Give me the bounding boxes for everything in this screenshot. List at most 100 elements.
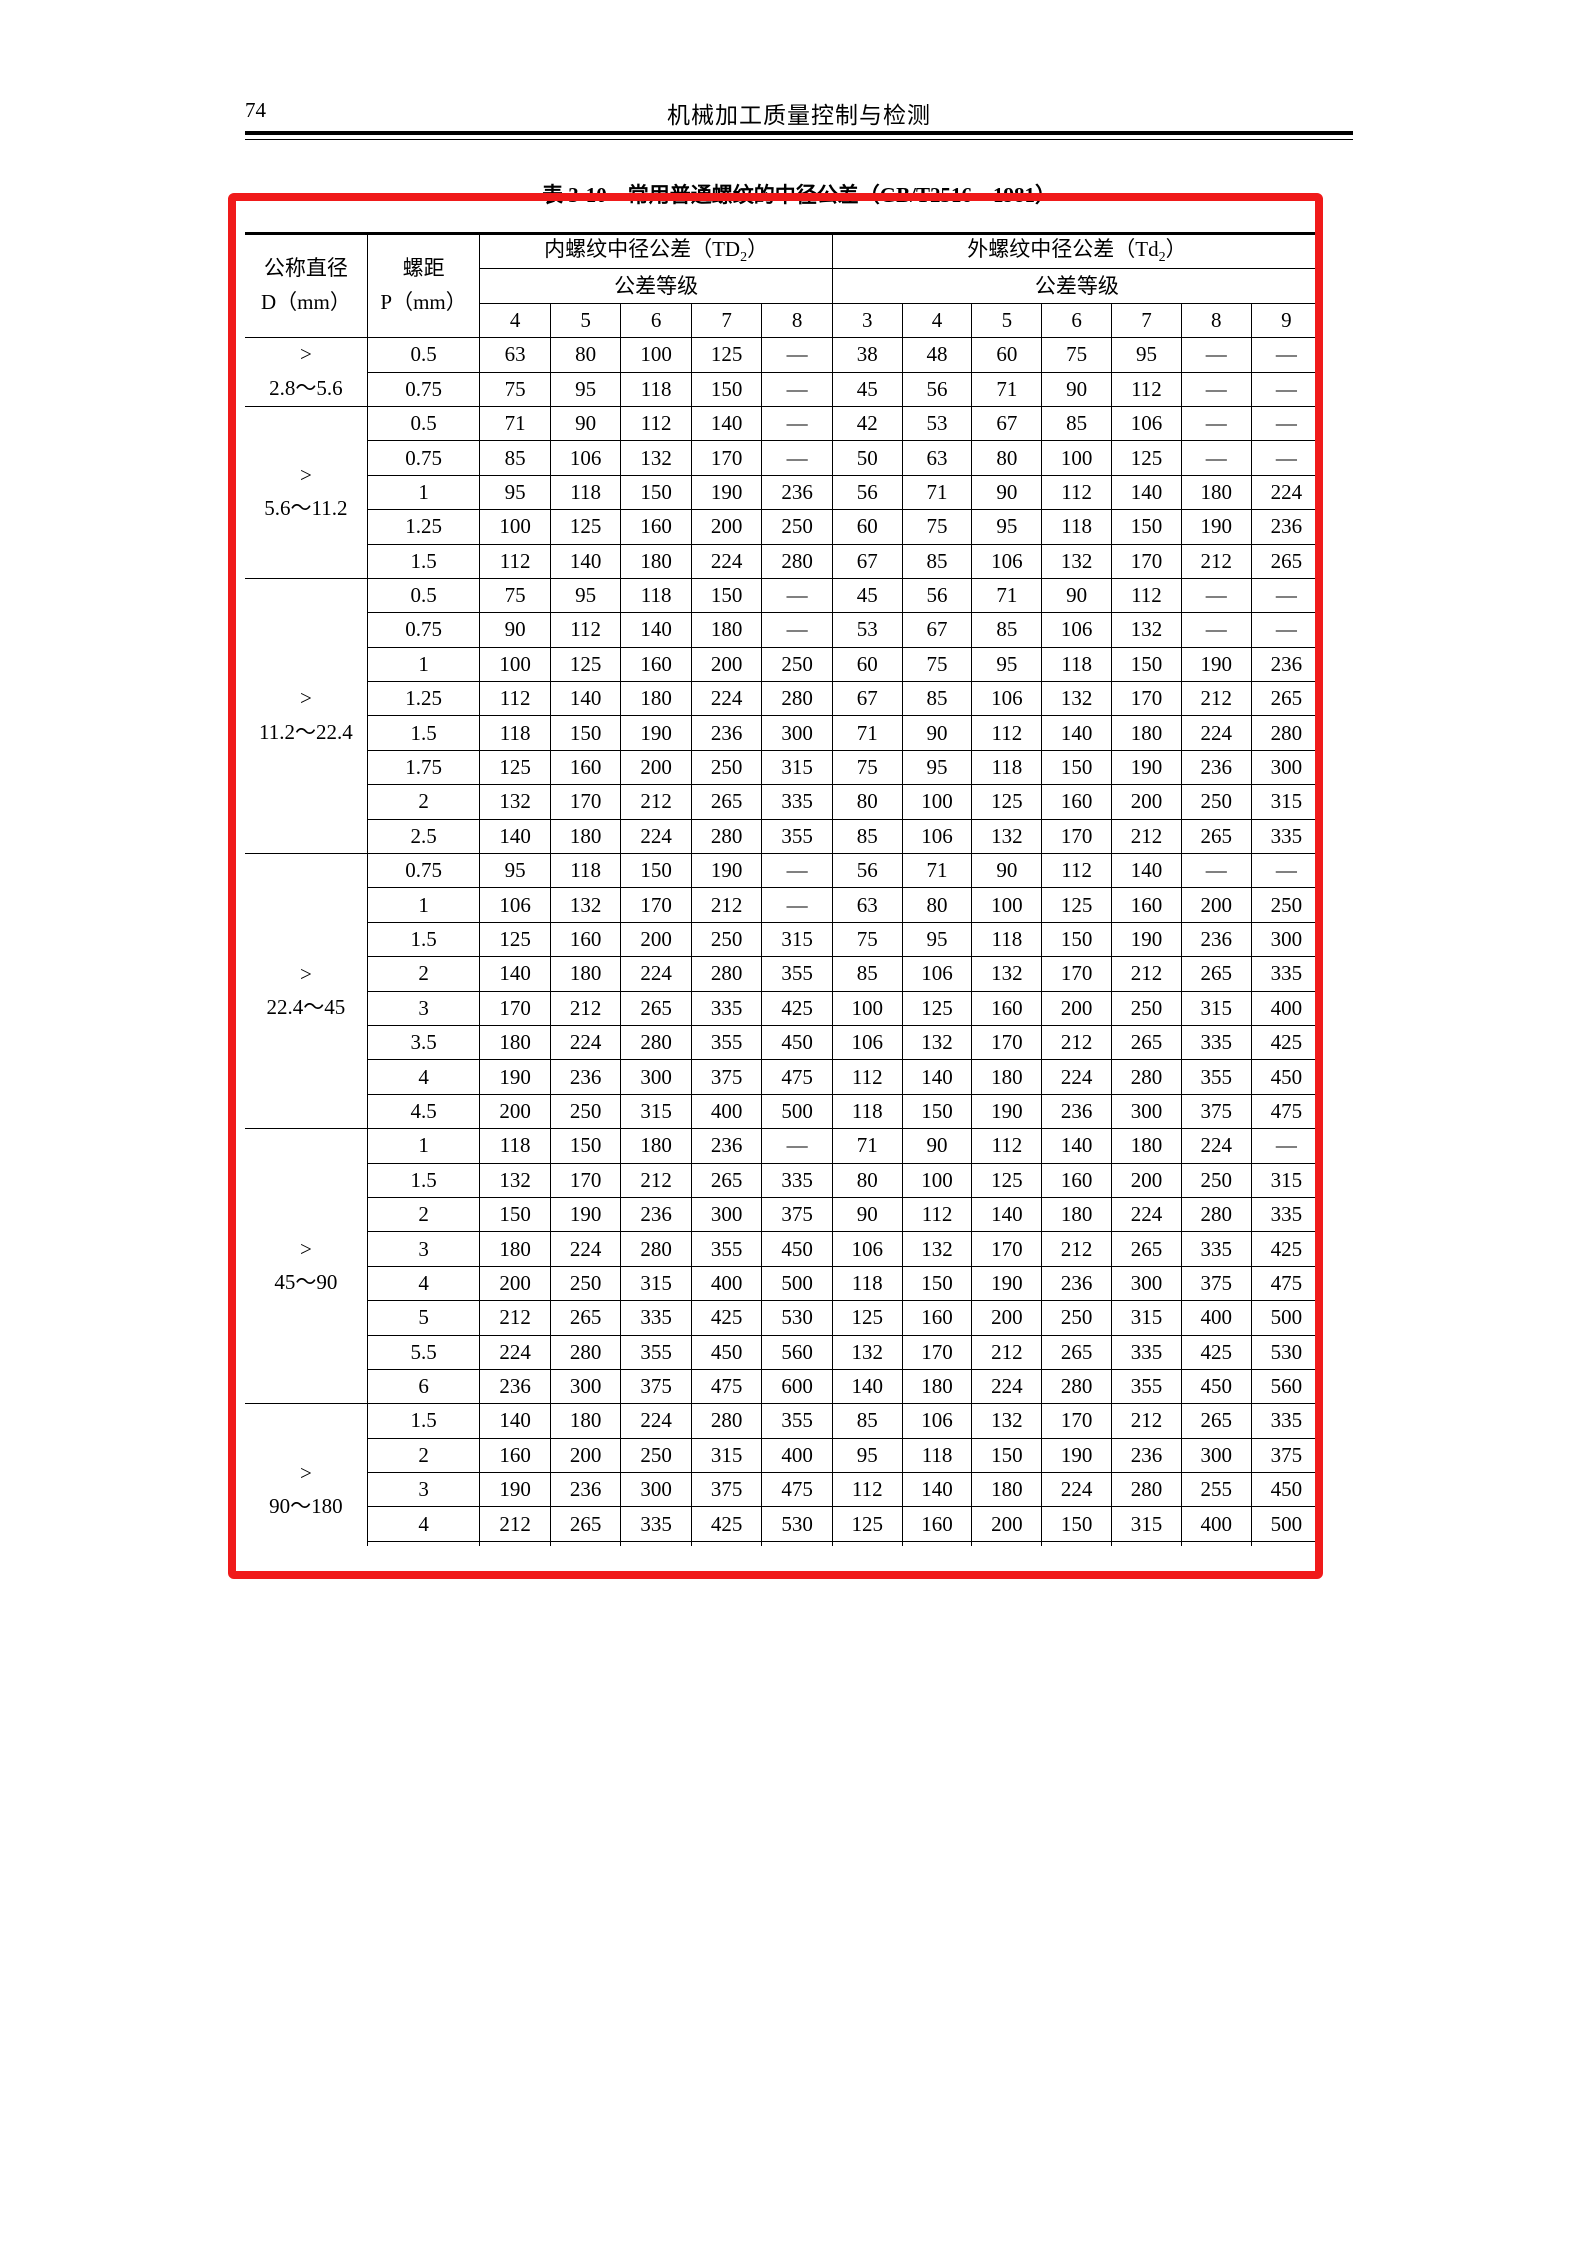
tolerance-cell: 280 [1111, 1472, 1182, 1508]
tolerance-cell: 236 [620, 1197, 692, 1233]
tolerance-cell: 112 [971, 715, 1042, 751]
tolerance-cell: 236 [549, 1472, 621, 1508]
pitch-cell: 1.5 [366, 715, 480, 751]
tolerance-cell: 236 [1250, 647, 1321, 683]
tolerance-cell: 140 [1111, 475, 1182, 511]
table-row: 1.5 112 140 180 224 280 67 85 106 132 170 212 265 [245, 544, 1321, 579]
tolerance-cell: 118 [1041, 509, 1112, 545]
tolerance-cell: 375 [1180, 1266, 1252, 1302]
table-row: 1.75 125 160 200 250 315 75 95 118 150 190 236 300 [245, 750, 1321, 786]
tolerance-cell: 106 [831, 1025, 903, 1061]
tolerance-cell: 150 [1041, 1506, 1112, 1542]
pitch-cell: 0.75 [366, 612, 480, 648]
tolerance-cell: 265 [1111, 1025, 1182, 1061]
pitch-cell: 1 [366, 887, 480, 923]
tolerance-cell: 106 [831, 1231, 903, 1267]
tolerance-cell: 450 [1250, 1059, 1321, 1095]
table-row: 3 170 212 265 335 425 100 125 160 200 250 315 400 [245, 991, 1321, 1026]
tolerance-cell: 118 [901, 1438, 972, 1474]
tolerance-cell: 300 [1250, 922, 1321, 958]
tolerance-cell: 170 [1041, 956, 1112, 992]
table-row: 4.5 200 250 315 400 500 118 150 190 236 300 375 475 [245, 1094, 1321, 1130]
pitch-cell: 0.5 [366, 406, 480, 442]
tolerance-cell: 200 [1111, 784, 1182, 820]
pitch-cell: 0.75 [366, 440, 480, 476]
tolerance-cell: 140 [971, 1197, 1042, 1233]
range-value: 45～90 [274, 1270, 338, 1295]
grade-header-cell: 3 [831, 303, 903, 339]
table-row: 5 212 265 335 425 530 125 160 200 250 315 400 500 [245, 1300, 1321, 1336]
tolerance-cell: 132 [479, 784, 551, 820]
pitch-cell: 1.25 [366, 681, 480, 717]
pitch-cell: 4 [366, 1506, 480, 1542]
tolerance-cell: 560 [761, 1335, 833, 1370]
tolerance-cell: 85 [831, 819, 903, 855]
tolerance-cell: 67 [831, 544, 903, 579]
tolerance-cell: 355 [1180, 1059, 1252, 1095]
tolerance-cell: 200 [1041, 991, 1112, 1026]
tolerance-cell: 212 [479, 1300, 551, 1336]
tolerance-cell: 170 [971, 1231, 1042, 1267]
tolerance-cell: 63 [901, 440, 972, 476]
table-row: 1.25 112 140 180 224 280 67 85 106 132 170 212 265 [245, 681, 1321, 717]
tolerance-cell: 170 [479, 991, 551, 1026]
pitch-cell: 6 [366, 1369, 480, 1405]
tolerance-cell: 375 [1180, 1094, 1252, 1130]
tolerance-cell: 100 [831, 991, 903, 1026]
tolerance-cell: 265 [549, 1300, 621, 1336]
tolerance-cell: 425 [690, 1300, 762, 1336]
tolerance-cell: 85 [971, 612, 1042, 648]
tolerance-cell: 140 [479, 1403, 551, 1439]
tolerance-cell: 112 [549, 612, 621, 648]
tolerance-cell: 335 [1180, 1025, 1252, 1061]
tolerance-cell: 335 [1180, 1231, 1252, 1267]
tolerance-cell: 335 [620, 1300, 692, 1336]
tolerance-cell: 60 [831, 509, 903, 545]
tolerance-cell: — [1180, 612, 1252, 648]
tolerance-cell: 180 [620, 681, 692, 717]
tolerance-cell: 315 [1180, 991, 1252, 1026]
tolerance-cell: 118 [831, 1094, 903, 1130]
tolerance-cell: 450 [761, 1231, 833, 1267]
tolerance-cell: 530 [1250, 1335, 1321, 1370]
tolerance-cell: 170 [620, 887, 692, 923]
diameter-range-cell: >22.4～45 [245, 853, 368, 1130]
tolerance-cell: 150 [690, 578, 762, 614]
tolerance-cell: 67 [831, 681, 903, 717]
tolerance-cell: 180 [549, 1403, 621, 1439]
tolerance-cell: 150 [690, 372, 762, 407]
tolerance-cell: 500 [761, 1094, 833, 1130]
tolerance-cell: 125 [831, 1506, 903, 1542]
tolerance-cell: 140 [1111, 853, 1182, 889]
tolerance-cell: 106 [479, 887, 551, 923]
tolerance-cell: 190 [690, 853, 762, 889]
tolerance-cell: 450 [690, 1335, 762, 1370]
tolerance-cell: 190 [1111, 922, 1182, 958]
pitch-cell: 1.5 [366, 544, 480, 579]
table-row: 1 95 118 150 190 236 56 71 90 112 140 180 224 [245, 475, 1321, 511]
tolerance-cell: — [1250, 1128, 1321, 1164]
tolerance-cell: 425 [1250, 1025, 1321, 1061]
tolerance-cell: 100 [1041, 440, 1112, 476]
pitch-cell: 3 [366, 991, 480, 1026]
tolerance-cell: 236 [1180, 922, 1252, 958]
tolerance-cell: 95 [971, 509, 1042, 545]
tolerance-cell: 224 [620, 1403, 692, 1439]
tolerance-cell: — [1180, 337, 1252, 373]
tolerance-cell: — [1250, 337, 1321, 373]
pitch-cell: 1.5 [366, 922, 480, 958]
tolerance-cell: 75 [831, 922, 903, 958]
tolerance-cell: 71 [971, 578, 1042, 614]
tolerance-cell: 180 [1111, 715, 1182, 751]
tolerance-cell: 425 [1250, 1231, 1321, 1267]
tolerance-cell: 475 [761, 1472, 833, 1508]
tolerance-cell: 56 [901, 372, 972, 407]
range-value: 90～180 [269, 1494, 343, 1519]
tolerance-cell: 190 [1111, 750, 1182, 786]
tolerance-cell: 355 [1111, 1369, 1182, 1405]
tolerance-cell: 355 [690, 1025, 762, 1061]
tolerance-cell: 250 [761, 647, 833, 683]
page-number: 74 [245, 98, 266, 122]
grade-header-cell: 5 [549, 303, 621, 339]
pitch-cell: 1.5 [366, 1163, 480, 1198]
